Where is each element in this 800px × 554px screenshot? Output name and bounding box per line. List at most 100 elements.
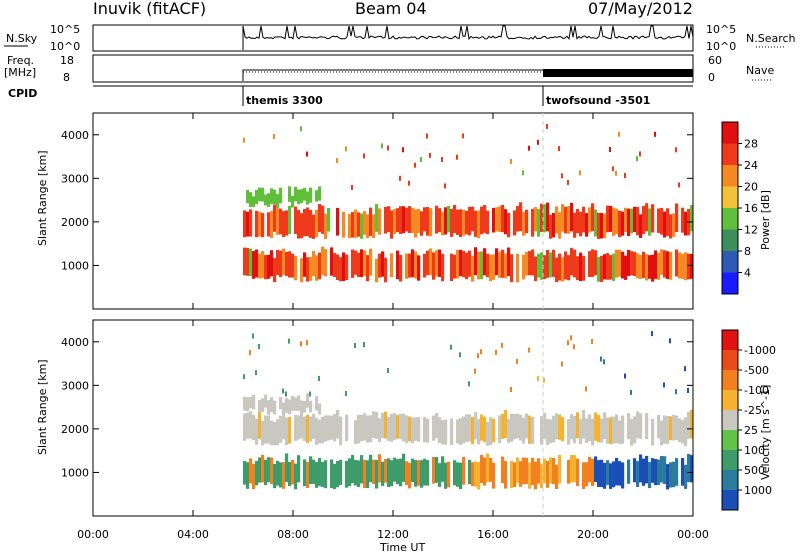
heatmap-cell <box>354 459 358 486</box>
heatmap-cell <box>678 418 682 443</box>
heatmap-cell <box>603 213 607 239</box>
heatmap-cell <box>507 418 511 443</box>
heatmap-cell <box>690 455 694 483</box>
heatmap-cell <box>351 249 355 278</box>
x-tick-label: 20:00 <box>577 528 609 541</box>
heatmap-cell <box>414 460 418 487</box>
heatmap-scatter-cell <box>528 347 530 353</box>
heatmap-cell <box>315 190 319 202</box>
colorbar-segment <box>722 370 738 390</box>
heatmap-cell <box>360 249 364 278</box>
heatmap-cell <box>294 186 298 202</box>
heatmap-cell <box>495 248 499 276</box>
heatmap-cell <box>534 256 538 282</box>
noise-tick-right-bottom: 10^0 <box>706 40 736 53</box>
heatmap-cell <box>255 418 259 445</box>
heatmap-scatter-cell <box>249 350 251 356</box>
heatmap-cell <box>522 212 526 236</box>
heatmap-scatter-cell <box>345 146 347 152</box>
heatmap-cell <box>249 458 253 484</box>
heatmap-scatter-cell <box>258 344 260 349</box>
heatmap-cell <box>567 206 571 234</box>
noise-trace <box>242 25 694 50</box>
heatmap-cell <box>318 252 322 280</box>
heatmap-cell <box>456 249 460 279</box>
heatmap-cell <box>411 207 415 233</box>
heatmap-cell <box>681 458 685 486</box>
heatmap-cell <box>621 211 625 236</box>
heatmap-scatter-cell <box>420 157 422 162</box>
heatmap-cell <box>396 250 400 280</box>
heatmap-cell <box>618 249 622 277</box>
heatmap-cell <box>369 415 373 443</box>
heatmap-cell <box>282 412 286 440</box>
heatmap-cell <box>573 455 577 482</box>
heatmap-cell <box>648 208 652 236</box>
heatmap-scatter-cell <box>510 158 512 164</box>
heatmap-scatter-cell <box>495 349 497 355</box>
heatmap-cell <box>597 460 601 487</box>
heatmap-cell <box>333 463 337 490</box>
heatmap-cell <box>291 395 295 411</box>
heatmap-scatter-cell <box>300 126 302 132</box>
heatmap-cell <box>306 461 310 488</box>
heatmap-cell <box>426 418 430 443</box>
heatmap-cell <box>555 413 559 440</box>
heatmap-scatter-cell <box>561 173 563 179</box>
heatmap-scatter-cell <box>624 173 626 179</box>
heatmap-cell <box>456 419 460 444</box>
heatmap-cell <box>414 209 418 238</box>
heatmap-cell <box>297 455 301 483</box>
heatmap-cell <box>426 250 430 276</box>
heatmap-cell <box>264 394 268 408</box>
heatmap-cell <box>279 187 283 204</box>
heatmap-scatter-cell <box>450 344 452 350</box>
colorbar-segment <box>722 390 738 410</box>
heatmap-cell <box>408 416 412 442</box>
heatmap-cell <box>405 207 409 232</box>
heatmap-cell <box>303 400 307 413</box>
heatmap-cell <box>276 249 280 275</box>
heatmap-cell <box>480 454 484 483</box>
x-tick-label: 08:00 <box>277 528 309 541</box>
heatmap-cell <box>690 253 694 279</box>
colorbar-segment <box>722 229 738 251</box>
x-axis-title: Time UT <box>379 541 425 554</box>
heatmap-cell <box>522 417 526 444</box>
heatmap-cell <box>612 416 616 444</box>
heatmap-cell <box>525 209 529 234</box>
heatmap-cell <box>411 249 415 278</box>
heatmap-cell <box>636 461 640 487</box>
heatmap-cell <box>246 247 250 276</box>
heatmap-cell <box>336 409 340 439</box>
heatmap-cell <box>375 411 379 439</box>
heatmap-cell <box>597 257 601 282</box>
heatmap-cell <box>618 461 622 486</box>
heatmap-scatter-cell <box>609 147 611 152</box>
station-title: Inuvik (fitACF) <box>93 0 206 18</box>
heatmap-cell <box>315 255 319 281</box>
colorbar-tick-label: 16 <box>744 202 758 215</box>
heatmap-cell <box>522 457 526 485</box>
colorbar-tick-label: 25 <box>744 424 758 437</box>
heatmap-cell <box>624 207 628 233</box>
heatmap-cell <box>273 463 277 489</box>
heatmap-cell <box>516 253 520 283</box>
heatmap-cell <box>312 413 316 439</box>
heatmap-cell <box>528 415 532 444</box>
heatmap-cell <box>609 255 613 280</box>
colorbar-segment <box>722 470 738 490</box>
velocity-y-ticks: 1000 2000 3000 4000 <box>61 336 693 479</box>
heatmap-cell <box>330 415 334 440</box>
heatmap-cell <box>675 249 679 277</box>
heatmap-cell <box>363 413 367 441</box>
heatmap-cell <box>441 420 445 445</box>
heatmap-cell <box>555 464 559 489</box>
heatmap-cell <box>474 210 478 237</box>
x-tick-label: 00:00 <box>677 528 709 541</box>
heatmap-cell <box>438 417 442 444</box>
heatmap-cell <box>606 253 610 280</box>
heatmap-cell <box>663 211 667 238</box>
heatmap-cell <box>606 205 610 233</box>
